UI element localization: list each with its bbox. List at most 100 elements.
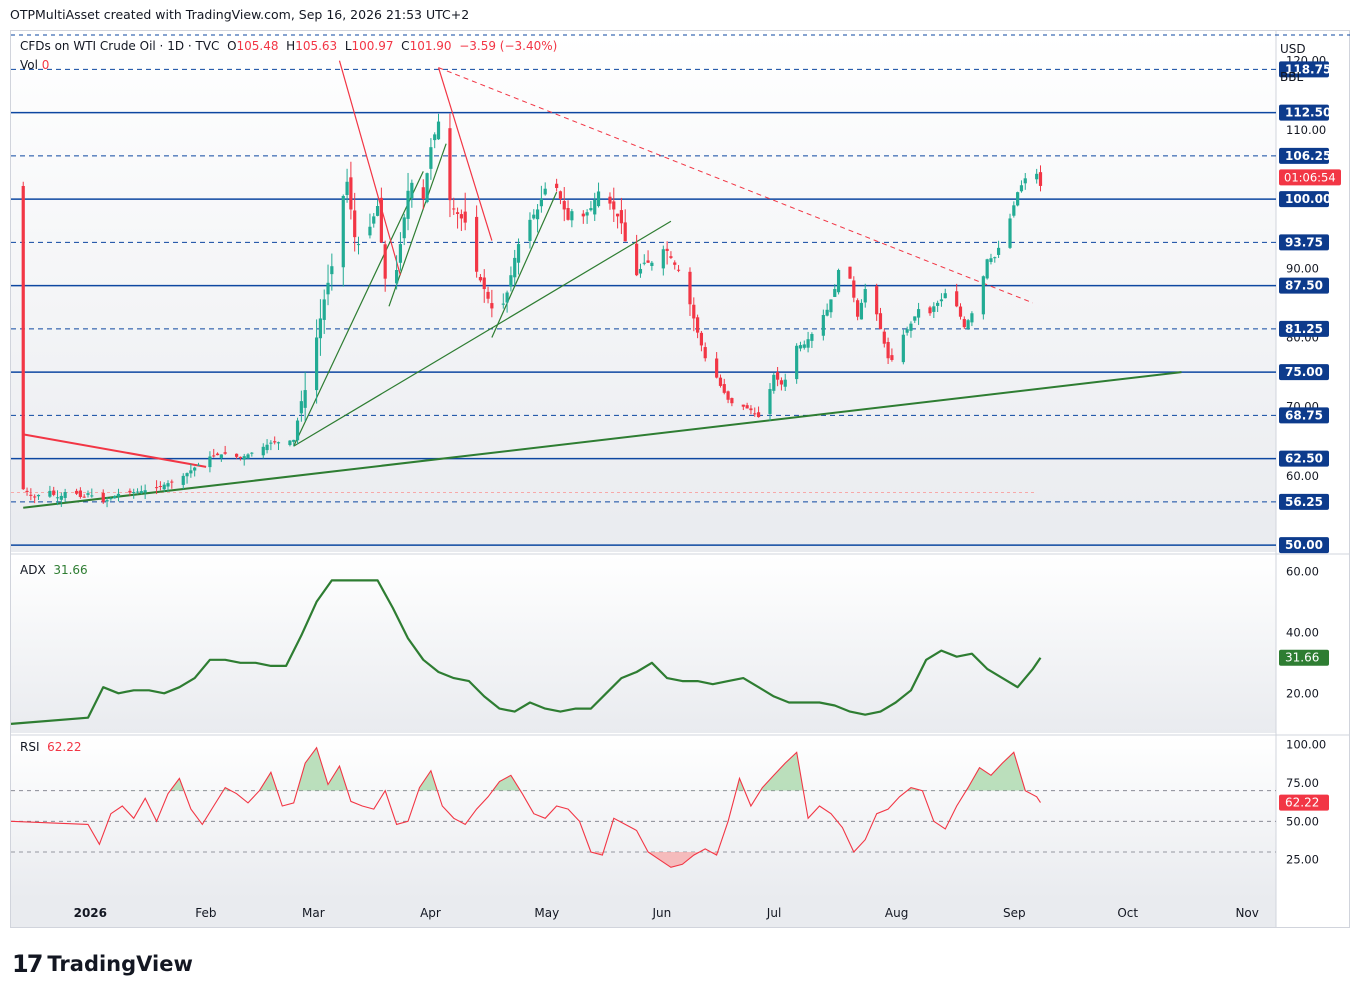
candle [688,267,692,316]
candle [699,330,704,352]
candle-body [730,398,734,404]
level-badge[interactable]: 87.50 [1279,277,1329,294]
level-badge[interactable]: 68.75 [1279,407,1329,424]
open-label: O [227,39,237,53]
candle [981,275,985,320]
candle-body [928,307,932,314]
low-label: L [344,39,352,53]
candle-body [581,213,585,217]
candle [143,484,147,500]
candle [890,348,894,362]
candle-body [116,493,121,497]
candle-body [90,495,94,497]
candle-body [825,309,829,316]
candle-body [795,345,799,380]
candle [722,378,726,395]
time-axis-label: Nov [1235,906,1258,920]
candle-body [833,289,837,297]
low-value: 100.97 [351,39,394,53]
support-trendline-3 [293,171,424,447]
candle [341,194,345,287]
candle [421,179,425,210]
candle-body [490,303,494,309]
candle-body [261,446,265,456]
level-badge[interactable]: 100.00 [1279,191,1331,208]
candle [433,132,437,149]
candle-body [722,384,726,393]
candle-body [642,262,646,264]
candle [219,454,223,462]
candle-body [29,494,33,496]
time-axis-label: Jun [652,906,672,920]
currency-label[interactable]: USD [1280,42,1306,56]
candle-body [516,244,521,263]
level-badge[interactable]: 106.25 [1279,147,1331,164]
candle [901,329,905,365]
level-badge[interactable]: 62.50 [1279,450,1329,467]
level-badge[interactable]: 112.50 [1279,104,1331,121]
candle-body [455,212,460,214]
candle-body [699,332,704,346]
candle-body [585,212,589,216]
rsi-value-badge[interactable]: 62.22 [1279,794,1329,811]
price-tick-label: 110.00 [1286,123,1326,137]
candle [730,397,734,407]
candle [703,342,707,362]
adx-value-badge[interactable]: 31.66 [1279,649,1329,666]
support-trendline-2 [293,220,672,447]
level-badge[interactable]: 50.00 [1279,537,1329,554]
candle-body [345,181,349,195]
candle-body [48,490,52,497]
candle [669,251,673,260]
level-badge[interactable]: 75.00 [1279,364,1329,381]
candle [372,213,376,228]
adx-legend: ADX 31.66 [20,563,88,577]
candle [863,283,867,308]
candle-body [398,244,403,263]
candle-body [383,244,387,279]
candle [825,303,829,317]
candle [250,452,254,457]
open-value: 105.48 [236,39,279,53]
candle [696,314,700,339]
candle-body [74,490,79,494]
candle-body [196,464,201,466]
volume-value: 0 [41,58,50,72]
candle-body [745,405,749,409]
level-badge-text: 81.25 [1285,322,1323,336]
candle-body [372,216,376,224]
level-badge[interactable]: 93.75 [1279,234,1329,251]
time-axis-label: May [534,906,559,920]
candles-group [21,113,1043,508]
candle-body [676,269,681,271]
level-badge[interactable]: 118.75 [1279,61,1331,78]
candle [82,494,86,498]
candle-body [932,306,936,312]
candle [638,263,643,278]
candle-body [913,316,917,321]
candle [436,113,441,140]
candle [113,495,117,499]
level-badge-bg [1279,277,1329,294]
candle [242,453,246,466]
candle-body [848,266,852,279]
candle [269,440,273,451]
level-badge-text: 62.50 [1285,452,1323,466]
candle [353,192,357,252]
level-badge[interactable]: 56.25 [1279,493,1329,510]
unit-label[interactable]: BBL [1280,70,1304,84]
level-badge[interactable]: 81.25 [1279,320,1329,337]
candle [875,283,879,321]
candle-body [688,271,692,305]
candle [905,326,909,336]
candle-body [36,494,41,497]
countdown-badge[interactable]: 01:06:54 [1279,169,1341,186]
tradingview-brand[interactable]: 17 TradingView [12,950,193,978]
candle [379,187,383,244]
candle-body [638,268,643,274]
candle-body [86,493,90,495]
candle-body [993,257,997,259]
price-tick-label: 90.00 [1286,261,1319,275]
candle-body [433,134,437,141]
